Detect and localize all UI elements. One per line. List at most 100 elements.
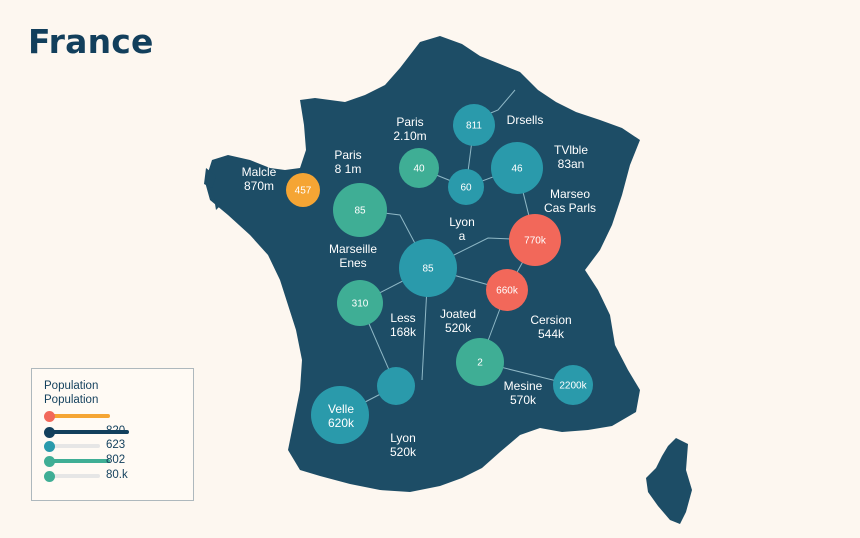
legend-row: 623	[44, 439, 184, 453]
city-bubble-value: 85	[354, 206, 366, 217]
city-bubble: 60	[448, 169, 484, 205]
city-bubble-circle	[399, 148, 439, 188]
city-bubble: 2	[456, 338, 504, 386]
city-bubble-circle	[491, 142, 543, 194]
city-label-value: a	[459, 229, 466, 243]
city-label: Less 168k	[390, 311, 417, 339]
city-bubble-value: 310	[352, 299, 369, 310]
city-bubble-circle	[377, 367, 415, 405]
city-label: Malcle 870m	[242, 165, 277, 193]
city-bubble-value: 2200k	[559, 381, 587, 392]
legend-title-line2: Population	[44, 394, 99, 406]
city-label-value: 570k	[510, 393, 537, 407]
city-bubble	[311, 386, 369, 444]
corsica-island	[646, 438, 692, 524]
legend: Population Population 820 623 802 80.k	[31, 368, 194, 501]
city-bubble-value: 457	[295, 186, 312, 197]
city-bubble-circle	[286, 173, 320, 207]
city-label: Lyon 520k	[390, 431, 417, 459]
city-label-value: 8 1m	[335, 162, 362, 176]
legend-row: 80.k	[44, 469, 184, 483]
city-label-name: Paris	[396, 115, 423, 129]
city-label-value: Cas Parls	[544, 201, 596, 215]
legend-swatch	[44, 456, 55, 467]
city-bubble-value: 811	[466, 121, 482, 132]
city-label-name: Marseo	[550, 187, 590, 201]
city-label-name: Velle	[328, 402, 354, 416]
city-bubble-circle	[311, 386, 369, 444]
city-bubble-circle	[399, 239, 457, 297]
city-label-name: Mesine	[504, 379, 543, 393]
city-bubble-circle	[337, 280, 383, 326]
city-bubble: 40	[399, 148, 439, 188]
city-bubble-circle	[333, 183, 387, 237]
city-label-name: Lyon	[390, 431, 416, 445]
city-label-value: 168k	[390, 325, 417, 339]
city-label-value: 544k	[538, 327, 565, 341]
city-label: Paris 2.10m	[393, 115, 426, 143]
city-bubble-value: 46	[511, 164, 523, 175]
city-bubble-value: 85	[422, 264, 434, 275]
city-label-value: Enes	[339, 256, 366, 270]
city-bubble-value: 660k	[496, 286, 519, 297]
city-label: TVlble 83an	[554, 143, 588, 171]
legend-title: Population Population	[44, 379, 98, 407]
legend-swatch	[44, 471, 55, 482]
city-bubble: 660k	[486, 269, 528, 311]
legend-bar	[49, 414, 110, 418]
city-label-value: 520k	[445, 321, 472, 335]
city-label: Marseo Cas Parls	[544, 187, 596, 215]
city-bubble-value: 60	[460, 183, 472, 194]
city-label: Mesine 570k	[504, 379, 543, 407]
legend-swatch	[44, 427, 55, 438]
legend-title-line1: Population	[44, 380, 99, 392]
city-bubble: 2200k	[553, 365, 593, 405]
city-bubble: 770k	[509, 214, 561, 266]
city-label-value: 620k	[328, 416, 355, 430]
city-label-name: Marseille	[329, 242, 377, 256]
bubble-layer: 811 40 60 46 457 85 770k 85 660k 310 2 2200k	[286, 104, 593, 444]
city-label: Lyon a	[449, 215, 475, 243]
city-label-name: Less	[390, 311, 415, 325]
city-label: Cersion 544k	[530, 313, 571, 341]
city-bubble-circle	[456, 338, 504, 386]
city-label-value: 2.10m	[393, 129, 426, 143]
city-bubble: 310	[337, 280, 383, 326]
city-label: Marseille Enes	[329, 242, 377, 270]
legend-row: 802	[44, 454, 184, 468]
city-label-name: Cersion	[530, 313, 571, 327]
legend-bar	[49, 474, 100, 478]
city-bubble: 457	[286, 173, 320, 207]
city-bubble-circle	[486, 269, 528, 311]
city-bubble-circle	[453, 104, 495, 146]
legend-row: 820	[44, 425, 184, 439]
city-label: Velle 620k	[328, 402, 355, 430]
city-label-value: 870m	[244, 179, 274, 193]
legend-swatch	[44, 411, 55, 422]
city-label-name: Joated	[440, 307, 476, 321]
city-label-value: 520k	[390, 445, 417, 459]
city-bubble-value: 40	[413, 164, 425, 175]
legend-value: 820	[106, 425, 126, 437]
city-bubble-value: 2	[477, 358, 483, 369]
legend-bar	[49, 430, 129, 434]
city-bubble-circle	[553, 365, 593, 405]
city-bubble: 85	[333, 183, 387, 237]
city-bubble: 85	[399, 239, 457, 297]
city-label-name: Drsells	[507, 113, 544, 127]
city-bubble-circle	[509, 214, 561, 266]
map-title: France	[28, 22, 154, 61]
city-bubble	[377, 367, 415, 405]
city-bubble: 811	[453, 104, 495, 146]
city-bubble: 46	[491, 142, 543, 194]
city-label-name: Lyon	[449, 215, 475, 229]
city-label-name: Malcle	[242, 165, 277, 179]
city-label: Drsells	[507, 113, 544, 127]
city-bubble-circle	[448, 169, 484, 205]
legend-value: 623	[106, 439, 126, 451]
legend-bar	[49, 444, 100, 448]
city-label-name: Paris	[334, 148, 361, 162]
legend-row	[44, 409, 184, 423]
city-label: Joated 520k	[440, 307, 476, 335]
